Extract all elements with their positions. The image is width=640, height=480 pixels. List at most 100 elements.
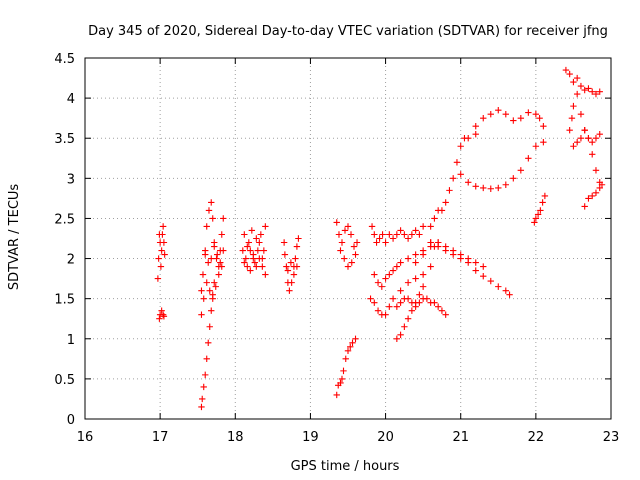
data-point	[431, 299, 438, 306]
data-point	[293, 243, 301, 250]
x-tick-label: 19	[302, 430, 319, 445]
data-point	[262, 223, 269, 230]
data-point	[434, 303, 442, 310]
data-point	[337, 379, 344, 387]
data-point	[293, 263, 301, 270]
data-point	[241, 231, 248, 238]
data-point	[573, 90, 581, 98]
x-tick-label: 22	[528, 430, 545, 445]
data-point	[253, 235, 260, 242]
data-point	[397, 299, 404, 306]
series-sat-ab	[581, 181, 606, 210]
data-point	[262, 271, 269, 278]
series-sat-l	[333, 219, 361, 250]
data-point	[288, 279, 295, 286]
data-point	[404, 315, 412, 322]
data-point	[209, 295, 216, 302]
data-point	[598, 181, 606, 188]
data-point	[198, 311, 205, 318]
data-point	[442, 311, 449, 318]
data-point	[570, 102, 577, 110]
data-point	[389, 267, 397, 274]
data-point	[495, 283, 502, 290]
data-point	[281, 251, 289, 258]
data-point	[393, 303, 401, 310]
series-sat-m	[337, 247, 359, 270]
data-point	[344, 223, 352, 230]
data-point	[341, 227, 349, 234]
data-point	[244, 263, 251, 270]
data-point	[566, 127, 573, 134]
data-point	[250, 251, 257, 258]
data-point	[592, 167, 600, 174]
y-tick-label: 3	[67, 172, 75, 187]
data-point	[371, 299, 378, 306]
x-tick-label: 23	[603, 430, 620, 445]
data-point	[374, 307, 382, 314]
data-point	[540, 139, 547, 146]
data-point	[446, 187, 453, 194]
data-point	[589, 192, 596, 200]
data-point	[457, 251, 464, 258]
data-point	[348, 259, 355, 266]
data-point	[427, 263, 434, 270]
data-point	[156, 315, 163, 322]
y-tick-label: 2	[67, 253, 75, 268]
data-point	[347, 231, 355, 238]
data-point	[465, 135, 472, 142]
series-sat-n	[368, 223, 427, 246]
data-point	[517, 167, 525, 174]
data-point	[160, 313, 168, 320]
data-point	[239, 247, 246, 254]
series-sat-a	[154, 223, 168, 282]
series-sat-v	[472, 106, 547, 130]
data-point	[242, 255, 250, 262]
plot-frame	[84, 57, 612, 420]
data-point	[198, 287, 205, 294]
y-tick-label: 4.5	[54, 52, 75, 67]
data-point	[286, 287, 293, 294]
data-point	[220, 215, 227, 222]
data-point	[510, 175, 517, 182]
data-point	[367, 295, 374, 302]
data-point	[218, 231, 225, 238]
data-point	[487, 110, 494, 118]
data-point	[525, 109, 532, 116]
series-sat-o	[367, 263, 434, 318]
data-point	[566, 70, 573, 78]
data-point	[333, 219, 340, 226]
data-point	[517, 114, 525, 122]
data-point	[393, 231, 401, 238]
data-point	[592, 135, 600, 142]
data-point	[457, 171, 464, 178]
data-point	[382, 239, 389, 246]
data-point	[412, 227, 419, 234]
series-sat-y	[562, 66, 603, 98]
series-sat-aa	[570, 127, 603, 186]
data-point	[209, 215, 216, 222]
data-point	[438, 307, 446, 314]
data-point	[257, 231, 265, 238]
data-point	[350, 243, 358, 250]
data-point	[338, 375, 346, 383]
data-point	[419, 271, 427, 278]
data-point	[592, 189, 600, 196]
data-point	[472, 131, 479, 138]
data-point	[596, 131, 603, 138]
data-point	[510, 117, 517, 124]
data-point	[431, 215, 438, 222]
data-point	[438, 207, 446, 214]
data-point	[585, 195, 592, 202]
data-point	[442, 199, 449, 206]
data-point	[347, 343, 354, 350]
data-point	[404, 295, 412, 302]
data-point	[389, 295, 397, 302]
x-tick-label: 18	[227, 430, 244, 445]
data-point	[401, 231, 408, 238]
data-point	[596, 88, 603, 95]
series-sat-w	[457, 139, 547, 192]
data-point	[573, 139, 581, 146]
data-point	[256, 239, 263, 246]
